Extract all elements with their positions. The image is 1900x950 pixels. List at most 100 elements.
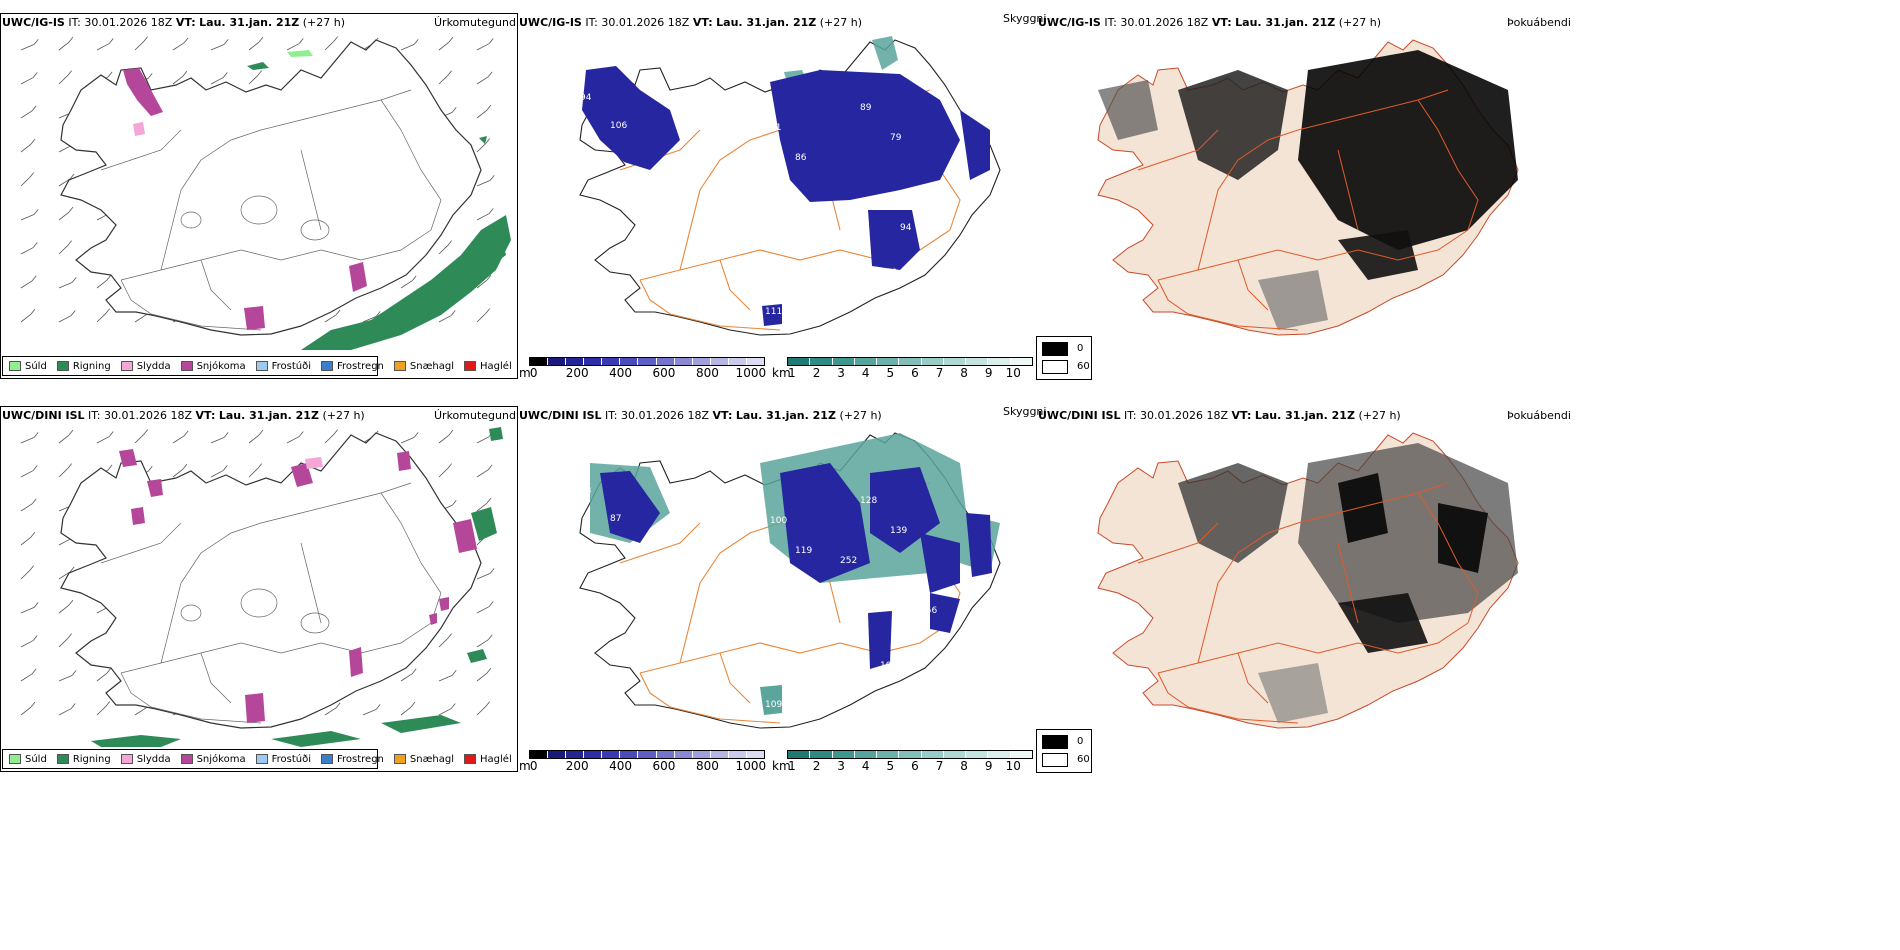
colorbar-segment — [584, 358, 603, 365]
wind-barb — [33, 602, 39, 608]
wind-barb — [58, 538, 72, 546]
wind-barb — [32, 242, 38, 248]
wind-barb — [96, 43, 110, 51]
wind-barb — [67, 463, 72, 469]
cloud-base-label: 124 — [765, 561, 782, 571]
colorbar-tick: 800 — [695, 759, 719, 773]
wind-barb — [58, 315, 72, 323]
wind-barb — [20, 570, 30, 580]
road — [1237, 259, 1269, 311]
wind-barb — [58, 178, 71, 187]
it-value: 30.01.2026 18Z — [84, 16, 173, 29]
wind-barb — [450, 310, 456, 316]
colorbar-tick: 0 — [529, 366, 538, 380]
contour — [380, 99, 442, 231]
wind-barb — [58, 434, 70, 444]
wind-barb — [438, 315, 452, 323]
wind-barb — [182, 70, 188, 77]
legend-label: Súld — [25, 360, 47, 372]
wind-barb — [68, 206, 74, 213]
wind-barb — [258, 36, 264, 43]
snow-area — [119, 449, 477, 723]
wind-barb — [31, 275, 37, 282]
contour — [200, 652, 232, 704]
wind-barb — [223, 432, 229, 438]
wind-barb — [447, 240, 452, 246]
wind-barb — [20, 247, 34, 255]
colorbar-segment — [728, 751, 747, 758]
colorbar-tick: 1 — [788, 759, 796, 773]
wind-barb — [248, 75, 258, 85]
contour — [380, 492, 442, 624]
colorbar-segment — [566, 358, 585, 365]
colorbar-segment — [602, 751, 621, 758]
colorbar-tick: 400 — [609, 366, 633, 380]
contour — [160, 522, 262, 664]
iceland-outline — [60, 432, 482, 729]
vis-unit-2: km — [772, 759, 791, 773]
colorbar-segment — [854, 751, 878, 758]
legend-item: Haglél — [464, 361, 512, 372]
wind-barb — [476, 469, 489, 478]
wind-barb — [298, 431, 304, 437]
wind-barb — [96, 313, 106, 323]
wind-barb — [67, 633, 72, 639]
precip-map-2 — [20, 427, 503, 747]
fog-legend-label: 0 — [1077, 736, 1084, 747]
cloud-base-label: 94 — [900, 223, 912, 233]
cloud-base-label: 106 — [610, 121, 627, 131]
contour — [240, 588, 278, 618]
cloud-base-label: 94 — [580, 93, 592, 103]
legend-label: Snjókoma — [196, 360, 246, 372]
colorbar-segment — [988, 751, 1011, 758]
colorbar-tick: 5 — [886, 759, 895, 773]
colorbar-segment — [638, 358, 657, 365]
colorbar-segment — [788, 358, 811, 365]
wind-barb — [68, 36, 74, 43]
wind-barb — [182, 463, 188, 470]
wind-barb — [476, 436, 490, 444]
wind-barb — [58, 604, 70, 614]
wind-barb — [58, 468, 68, 478]
wind-barb — [20, 470, 34, 478]
wind-barb — [134, 707, 147, 716]
wind-barb — [451, 670, 457, 676]
fog-legend-swatch — [1042, 360, 1068, 374]
road — [679, 129, 781, 271]
wind-barb — [448, 429, 454, 436]
road — [1197, 522, 1299, 664]
colorbar-segment — [746, 358, 765, 365]
wind-barb — [286, 43, 300, 51]
colorbar-segment — [921, 751, 944, 758]
fog-title-2: Þokuábendi — [1507, 409, 1571, 422]
wind-barb — [33, 39, 39, 45]
cloud-base-label: 89 — [860, 103, 872, 113]
wind-barb — [210, 43, 225, 51]
wind-barb — [375, 311, 381, 317]
height-colorbar-2 — [529, 750, 765, 759]
wind-barb — [489, 175, 495, 181]
wind-barb — [410, 701, 416, 708]
contour — [180, 604, 202, 622]
wind-barb — [438, 434, 450, 444]
contour — [120, 622, 432, 674]
model-name: UWC/DINI ISL — [2, 409, 85, 422]
cloud-base-label: 139 — [890, 526, 907, 536]
wind-barb — [485, 308, 490, 314]
wind-barb — [486, 104, 492, 111]
cloudbase-map-2: 8387741001191241281391241561001091482525… — [579, 432, 1001, 729]
legend-swatch — [255, 754, 268, 764]
colorbar-tick: 1000 — [735, 759, 767, 773]
colorbar-segment — [988, 358, 1011, 365]
wind-barb — [411, 275, 417, 282]
wind-barb — [172, 468, 184, 478]
wind-barb — [29, 172, 34, 178]
wind-barb — [488, 601, 494, 607]
wind-barb — [67, 240, 72, 246]
fog-header-2: UWC/DINI ISL IT: 30.01.2026 18Z VT: Lau.… — [1038, 409, 1401, 423]
colorbar-segment — [1010, 751, 1032, 758]
wind-barb — [438, 638, 448, 648]
contour — [240, 195, 278, 225]
colorbar-tick: 6 — [911, 759, 919, 773]
fog-legend-label: 60 — [1077, 361, 1090, 372]
